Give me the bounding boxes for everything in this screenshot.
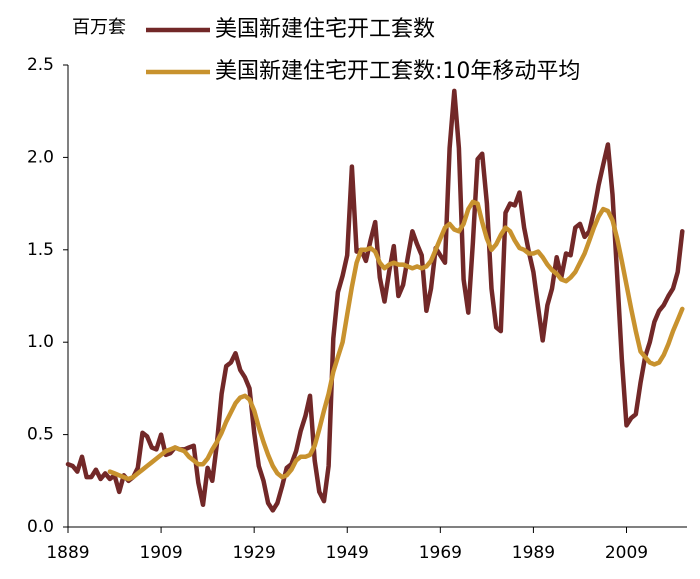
x-tick-label: 1929 bbox=[233, 543, 276, 563]
y-tick-label: 1.0 bbox=[27, 332, 54, 352]
x-tick-label: 1949 bbox=[326, 543, 369, 563]
y-tick-label: 2.0 bbox=[27, 147, 54, 167]
y-tick-label: 1.5 bbox=[27, 240, 54, 260]
series-line bbox=[65, 88, 685, 513]
series-line bbox=[107, 199, 685, 482]
x-tick-label: 1889 bbox=[46, 543, 89, 563]
legend-label: 美国新建住宅开工套数 bbox=[215, 17, 435, 42]
x-tick-label: 1909 bbox=[139, 543, 182, 563]
y-tick-label: 2.5 bbox=[27, 55, 54, 75]
y-tick-label: 0.0 bbox=[27, 517, 54, 537]
y-axis-label: 百万套 bbox=[72, 17, 126, 38]
x-tick-label: 1969 bbox=[419, 543, 462, 563]
x-tick-label: 1989 bbox=[512, 543, 555, 563]
x-tick-label: 2009 bbox=[605, 543, 648, 563]
legend-label: 美国新建住宅开工套数:10年移动平均 bbox=[215, 59, 580, 84]
y-tick-label: 0.5 bbox=[27, 425, 54, 445]
